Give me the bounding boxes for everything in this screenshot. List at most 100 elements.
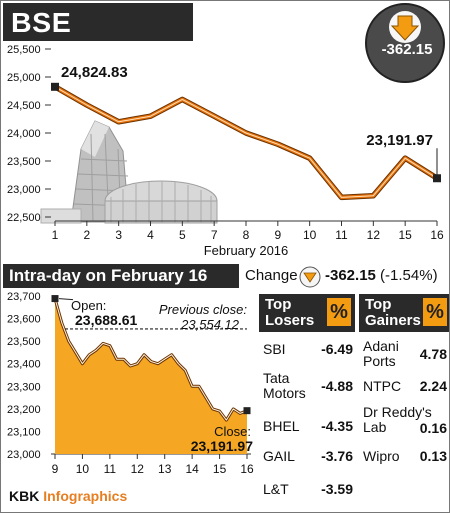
change-badge-value: -362.15 bbox=[381, 41, 433, 58]
open-marker bbox=[51, 295, 59, 303]
gainer-value: 0.16 bbox=[419, 420, 447, 436]
badge-inner-circle bbox=[389, 11, 421, 43]
losers-percent-box: % bbox=[327, 298, 351, 326]
gainer-value: 0.13 bbox=[419, 448, 447, 464]
loser-value: -6.49 bbox=[321, 341, 353, 357]
gainers-title-line2: Gainers bbox=[365, 312, 421, 329]
list-item: Adani Ports 4.78 bbox=[363, 339, 447, 369]
x-tick-label: 12 bbox=[131, 462, 145, 476]
x-tick-label: 16 bbox=[240, 462, 254, 476]
y-tick-label: 23,600 bbox=[7, 314, 41, 326]
y-tick-label: 23,100 bbox=[7, 426, 41, 438]
close-label: Close: bbox=[214, 424, 251, 439]
x-tick-label: 12 bbox=[367, 228, 381, 242]
gainer-name: Dr Reddy's Lab bbox=[363, 404, 432, 435]
loser-value: -3.76 bbox=[321, 448, 353, 464]
change-value-text: -362.15 (-1.54%) bbox=[325, 267, 438, 284]
open-leader bbox=[58, 298, 74, 301]
y-tick-label: 23,000 bbox=[7, 184, 41, 196]
gainer-name: NTPC bbox=[363, 378, 402, 394]
x-tick-label: 8 bbox=[243, 228, 250, 242]
y-tick-label: 25,000 bbox=[7, 72, 41, 84]
change-badge: -362.15 bbox=[365, 3, 445, 83]
x-tick-label: 2 bbox=[83, 228, 90, 242]
data-label-end: 23,191.97 bbox=[366, 132, 433, 149]
loser-name: L&T bbox=[263, 481, 289, 497]
y-tick-label: 23,500 bbox=[7, 336, 41, 348]
gainers-header: Top Gainers % bbox=[359, 294, 449, 332]
loser-name: GAIL bbox=[263, 448, 295, 464]
change-label: Change bbox=[245, 267, 298, 284]
loser-name: Tata Motors bbox=[263, 370, 306, 401]
x-tick-label: 11 bbox=[335, 228, 348, 242]
losers-title: Top Losers bbox=[265, 297, 314, 329]
prev-close-label: Previous close: bbox=[159, 302, 248, 317]
page-title: BSE SENSEX bbox=[11, 7, 130, 70]
y-tick-label: 23,200 bbox=[7, 404, 41, 416]
intraday-chart: 23,000 23,100 23,200 23,300 23,400 23,500 23,6… bbox=[7, 291, 254, 476]
gainers-title-line1: Top bbox=[365, 296, 392, 313]
x-tick-label: 3 bbox=[115, 228, 122, 242]
data-point-marker bbox=[51, 82, 59, 91]
loser-value: -4.35 bbox=[321, 418, 353, 434]
x-tick-label: 15 bbox=[213, 462, 227, 476]
x-tick-label: 13 bbox=[158, 462, 172, 476]
y-tick-label: 25,500 bbox=[7, 44, 41, 56]
y-tick-label: 23,700 bbox=[7, 291, 41, 303]
footer-brand: KBK bbox=[9, 488, 40, 504]
y-tick-label: 23,500 bbox=[7, 156, 41, 168]
gainer-name: Adani Ports bbox=[363, 338, 399, 369]
y-tick-label: 24,000 bbox=[7, 128, 41, 140]
main-x-axis-label: February 2016 bbox=[204, 243, 289, 258]
gainers-percent-box: % bbox=[423, 298, 447, 326]
loser-value: -4.88 bbox=[321, 378, 353, 394]
losers-title-line2: Losers bbox=[265, 312, 315, 329]
title-banner: BSE SENSEX bbox=[3, 3, 193, 70]
list-item: Wipro 0.13 bbox=[363, 449, 447, 464]
x-tick-label: 16 bbox=[430, 228, 444, 242]
intraday-title: Intra-day on February 16 bbox=[9, 266, 208, 285]
gainers-title: Top Gainers bbox=[365, 297, 421, 329]
series-line bbox=[54, 298, 248, 421]
x-tick-label: 10 bbox=[76, 462, 90, 476]
gainer-value: 2.24 bbox=[419, 378, 447, 394]
losers-title-line1: Top bbox=[265, 296, 292, 313]
list-item: SBI -6.49 bbox=[263, 342, 353, 357]
y-tick-label: 23,000 bbox=[7, 449, 41, 461]
losers-header: Top Losers % bbox=[259, 294, 355, 332]
x-tick-label: 10 bbox=[303, 228, 317, 242]
gainer-name: Wipro bbox=[363, 448, 400, 464]
data-label-start: 24,824.83 bbox=[61, 64, 128, 81]
y-tick-label: 24,500 bbox=[7, 100, 41, 112]
y-tick-label: 23,300 bbox=[7, 381, 41, 393]
change-percent: (-1.54%) bbox=[380, 267, 438, 284]
bse-building-illustration bbox=[40, 120, 218, 224]
x-tick-label: 7 bbox=[211, 228, 218, 242]
x-tick-label: 9 bbox=[52, 462, 59, 476]
intraday-section-header: Intra-day on February 16 bbox=[3, 264, 239, 288]
sensex-monthly-chart: 22,500 23,000 23,500 24,000 24,500 25,000 25,5… bbox=[7, 44, 444, 258]
footer-accent: Infographics bbox=[43, 488, 128, 504]
change-down-arrow-icon bbox=[299, 266, 321, 288]
open-label: Open: bbox=[71, 298, 106, 313]
list-item: Dr Reddy's Lab 0.16 bbox=[363, 404, 447, 436]
x-tick-label: 5 bbox=[179, 228, 186, 242]
loser-name: BHEL bbox=[263, 418, 300, 434]
prev-close-value: 23,554.12 bbox=[180, 317, 240, 332]
footer-credit: KBK Infographics bbox=[9, 488, 127, 504]
series-line-highlight bbox=[54, 86, 438, 198]
x-tick-label: 15 bbox=[398, 228, 412, 242]
loser-name: SBI bbox=[263, 341, 286, 357]
list-item: Tata Motors -4.88 bbox=[263, 371, 353, 401]
x-tick-label: 1 bbox=[52, 228, 59, 242]
list-item: L&T -3.59 bbox=[263, 482, 353, 497]
y-tick-label: 23,400 bbox=[7, 359, 41, 371]
y-tick-label: 22,500 bbox=[7, 212, 41, 224]
x-tick-label: 4 bbox=[147, 228, 154, 242]
gainer-value: 4.78 bbox=[419, 346, 447, 362]
close-marker bbox=[243, 407, 251, 415]
x-tick-label: 9 bbox=[274, 228, 281, 242]
x-tick-label: 11 bbox=[104, 462, 117, 476]
x-tick-label: 14 bbox=[185, 462, 199, 476]
